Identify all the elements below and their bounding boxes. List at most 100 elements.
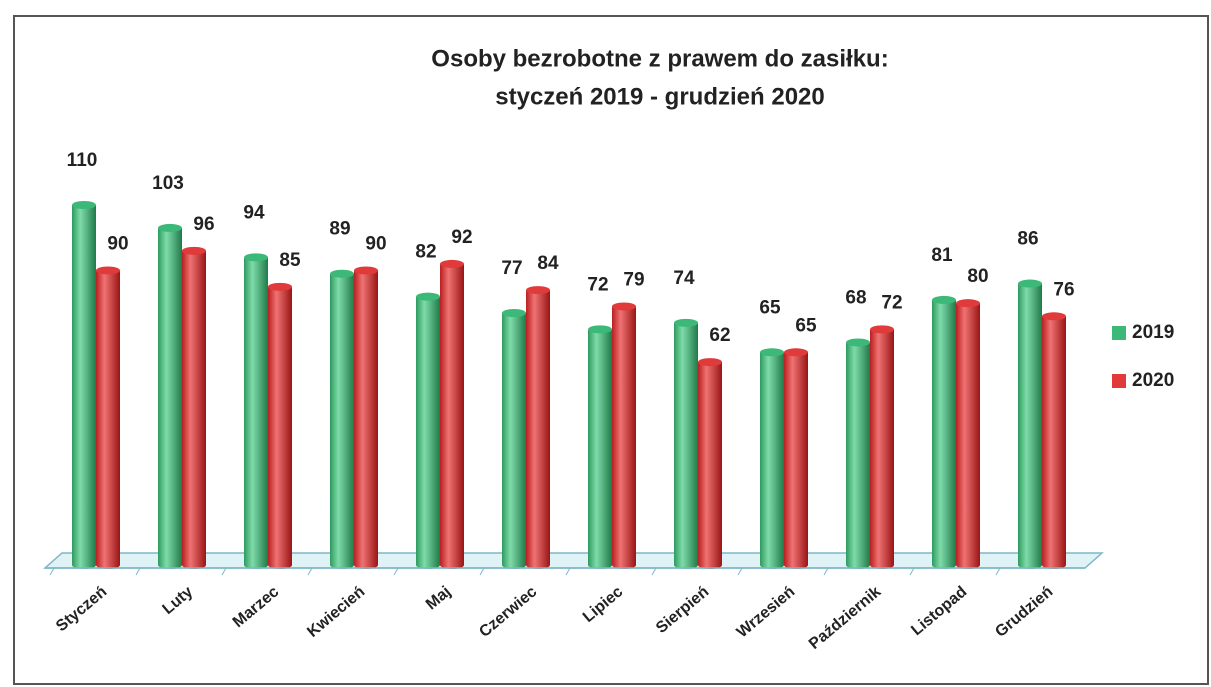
bar-top bbox=[870, 325, 894, 334]
bar-body bbox=[158, 227, 182, 565]
bar-top bbox=[1042, 312, 1066, 321]
bar bbox=[72, 201, 96, 569]
data-label: 72 bbox=[881, 292, 902, 313]
x-tick bbox=[565, 567, 571, 576]
data-label: 77 bbox=[501, 258, 522, 279]
bar-body bbox=[1018, 283, 1042, 565]
x-tick bbox=[307, 567, 313, 576]
bar-top bbox=[526, 286, 550, 295]
bar-body bbox=[526, 290, 550, 565]
bar bbox=[158, 223, 182, 569]
x-tick-label: Maj bbox=[423, 583, 454, 613]
x-tick bbox=[737, 567, 743, 576]
bar-top bbox=[354, 266, 378, 275]
bar-body bbox=[440, 263, 464, 565]
bar-body bbox=[698, 362, 722, 565]
bar bbox=[932, 295, 956, 569]
bar-body bbox=[760, 352, 784, 565]
chart-subtitle: styczeń 2019 - grudzień 2020 bbox=[495, 83, 824, 110]
bar bbox=[956, 299, 980, 569]
bar-body bbox=[330, 273, 354, 565]
data-label: 82 bbox=[415, 242, 436, 263]
bar-body bbox=[96, 270, 120, 565]
data-label: 62 bbox=[709, 325, 730, 346]
bar-top bbox=[760, 348, 784, 357]
x-tick-label: Kwiecień bbox=[304, 583, 368, 641]
bar bbox=[674, 318, 698, 569]
bar-body bbox=[416, 296, 440, 565]
bar-bottom bbox=[182, 561, 206, 569]
bar-body bbox=[1042, 316, 1066, 565]
bar bbox=[268, 282, 292, 569]
bar-bottom bbox=[526, 561, 550, 569]
bar-bottom bbox=[96, 561, 120, 569]
x-tick bbox=[135, 567, 141, 576]
bar-top bbox=[784, 348, 808, 357]
bar-body bbox=[846, 342, 870, 565]
data-label: 90 bbox=[365, 233, 386, 254]
bar bbox=[870, 325, 894, 569]
data-label: 81 bbox=[931, 245, 953, 266]
bar-top bbox=[158, 223, 182, 232]
data-label: 89 bbox=[329, 219, 350, 240]
bar-bottom bbox=[1042, 561, 1066, 569]
bar-bottom bbox=[698, 561, 722, 569]
bar bbox=[330, 269, 354, 569]
data-label: 90 bbox=[107, 233, 128, 254]
x-tick bbox=[909, 567, 915, 576]
bar-bottom bbox=[870, 561, 894, 569]
bar bbox=[526, 286, 550, 569]
bar bbox=[846, 338, 870, 569]
bar-top bbox=[268, 282, 292, 291]
bar-bottom bbox=[330, 561, 354, 569]
legend-swatch bbox=[1112, 374, 1126, 388]
bar-top bbox=[674, 318, 698, 327]
bar-body bbox=[268, 286, 292, 565]
bar-body bbox=[588, 329, 612, 565]
bar-bottom bbox=[612, 561, 636, 569]
x-tick-label: Listopad bbox=[908, 583, 970, 639]
bar bbox=[440, 259, 464, 569]
bar-body bbox=[612, 306, 636, 565]
data-label: 110 bbox=[67, 150, 98, 171]
bar-bottom bbox=[416, 561, 440, 569]
bar-bottom bbox=[760, 561, 784, 569]
data-label: 96 bbox=[193, 214, 214, 235]
bar-bottom bbox=[588, 561, 612, 569]
legend-swatch bbox=[1112, 326, 1126, 340]
bar-body bbox=[72, 205, 96, 565]
bar-bottom bbox=[244, 561, 268, 569]
bar-top bbox=[96, 266, 120, 275]
bar-body bbox=[784, 352, 808, 565]
x-tick-label: Grudzień bbox=[992, 583, 1056, 641]
data-label: 84 bbox=[537, 253, 559, 274]
bar-bottom bbox=[846, 561, 870, 569]
x-tick bbox=[393, 567, 399, 576]
data-label: 92 bbox=[451, 227, 472, 248]
x-tick bbox=[995, 567, 1001, 576]
bar-body bbox=[956, 303, 980, 565]
bar-body bbox=[502, 313, 526, 565]
x-tick bbox=[49, 567, 55, 576]
data-label: 65 bbox=[759, 297, 781, 318]
legend-label: 2019 bbox=[1132, 322, 1174, 343]
bar-body bbox=[674, 322, 698, 565]
bar-bottom bbox=[502, 561, 526, 569]
bar-bottom bbox=[784, 561, 808, 569]
x-tick bbox=[221, 567, 227, 576]
bar-top bbox=[72, 201, 96, 209]
bar-top bbox=[416, 292, 440, 301]
bar bbox=[698, 358, 722, 569]
x-tick-label: Październik bbox=[806, 583, 884, 653]
data-label: 65 bbox=[795, 315, 817, 336]
bar-bottom bbox=[354, 561, 378, 569]
bar-top bbox=[440, 259, 464, 268]
x-tick-label: Luty bbox=[159, 583, 196, 618]
x-tick-label: Styczeń bbox=[53, 583, 110, 635]
bar-bottom bbox=[956, 561, 980, 569]
bar-body bbox=[244, 257, 268, 565]
x-tick-label: Sierpień bbox=[653, 583, 712, 637]
bar-body bbox=[932, 299, 956, 565]
